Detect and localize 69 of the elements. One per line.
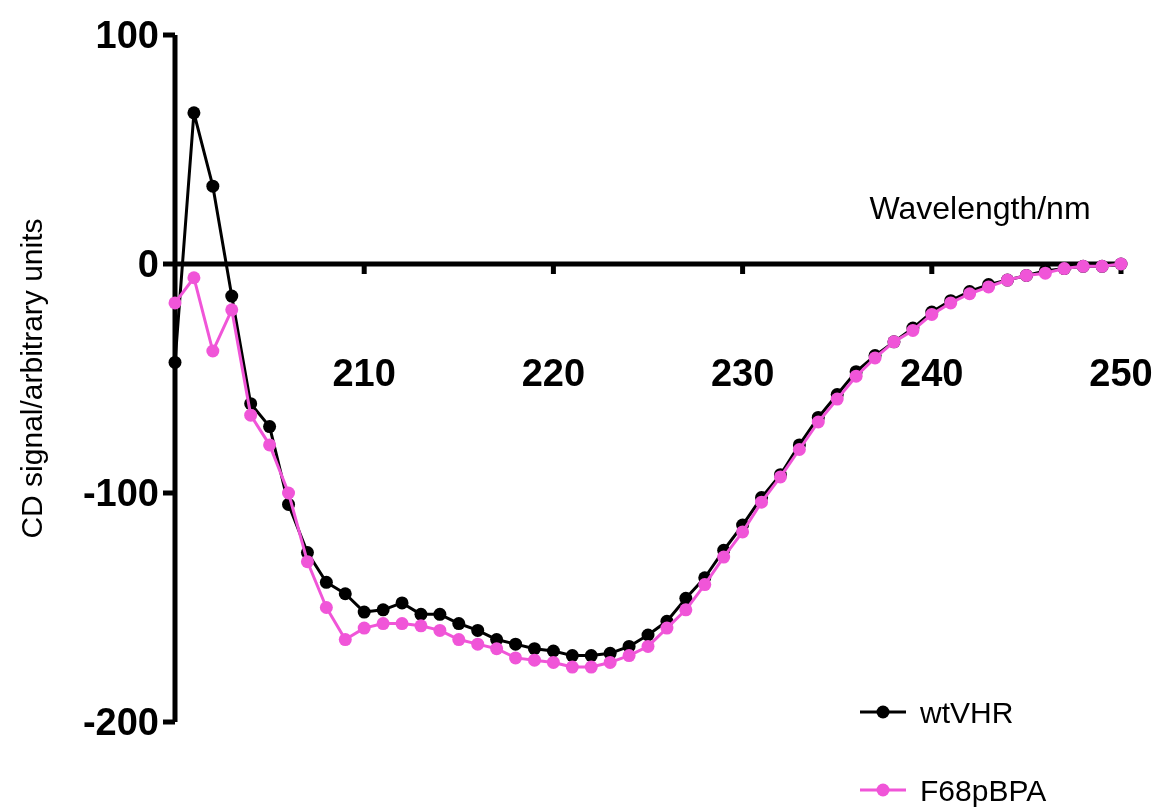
- point: [395, 596, 409, 610]
- point: [319, 601, 333, 614]
- point: [357, 605, 371, 619]
- point: [206, 344, 220, 358]
- y-tick-label: 100: [95, 14, 159, 56]
- x-axis-title: Wavelength/nm: [869, 190, 1091, 226]
- point: [509, 637, 523, 651]
- x-tick-label: 220: [521, 352, 586, 394]
- point: [168, 296, 182, 310]
- point: [225, 303, 239, 317]
- point: [509, 651, 523, 665]
- y-tick-label: 0: [137, 243, 159, 285]
- point: [471, 637, 485, 651]
- point: [319, 575, 333, 589]
- point: [206, 179, 220, 193]
- point: [414, 619, 428, 633]
- point: [225, 289, 239, 303]
- point: [414, 607, 428, 621]
- point: [452, 633, 466, 647]
- point: [376, 603, 390, 617]
- point: [584, 649, 598, 663]
- point: [527, 653, 541, 667]
- point: [755, 495, 769, 509]
- point: [168, 355, 182, 369]
- point: [546, 644, 560, 658]
- x-tick-label: 230: [710, 352, 775, 394]
- point: [263, 420, 277, 434]
- point: [660, 621, 674, 635]
- y-tick-label: -200: [82, 701, 159, 743]
- point: [717, 550, 731, 564]
- point: [584, 660, 598, 674]
- point: [565, 660, 579, 674]
- point: [792, 442, 806, 456]
- point: [187, 271, 201, 285]
- point: [395, 617, 409, 631]
- point: [830, 392, 844, 406]
- point: [338, 633, 352, 647]
- point: [433, 623, 447, 637]
- point: [471, 623, 485, 637]
- point: [244, 408, 258, 422]
- point: [338, 587, 352, 601]
- point: [263, 438, 277, 452]
- y-axis-title: CD signal/arbitrary units: [15, 218, 48, 539]
- point: [376, 617, 390, 631]
- point: [565, 649, 579, 663]
- point: [357, 621, 371, 635]
- point: [641, 639, 655, 653]
- point: [603, 655, 617, 669]
- point: [300, 555, 314, 569]
- x-tick-label: 240: [900, 352, 964, 394]
- y-tick-label: -100: [82, 472, 159, 514]
- point: [849, 369, 863, 383]
- point: [622, 649, 636, 663]
- point: [679, 591, 693, 605]
- x-tick-label: 210: [332, 352, 396, 394]
- legend-label: F68pBPA: [920, 773, 1047, 807]
- x-tick-label: 250: [1089, 352, 1153, 394]
- point: [527, 642, 541, 656]
- point: [698, 578, 712, 592]
- point: [546, 655, 560, 669]
- point: [736, 525, 750, 539]
- point: [490, 642, 504, 656]
- point: [811, 415, 825, 429]
- point: [187, 106, 201, 120]
- point: [679, 603, 693, 617]
- legend-label: wtVHR: [919, 695, 1014, 729]
- point: [452, 617, 466, 631]
- point: [433, 607, 447, 621]
- point: [282, 486, 296, 500]
